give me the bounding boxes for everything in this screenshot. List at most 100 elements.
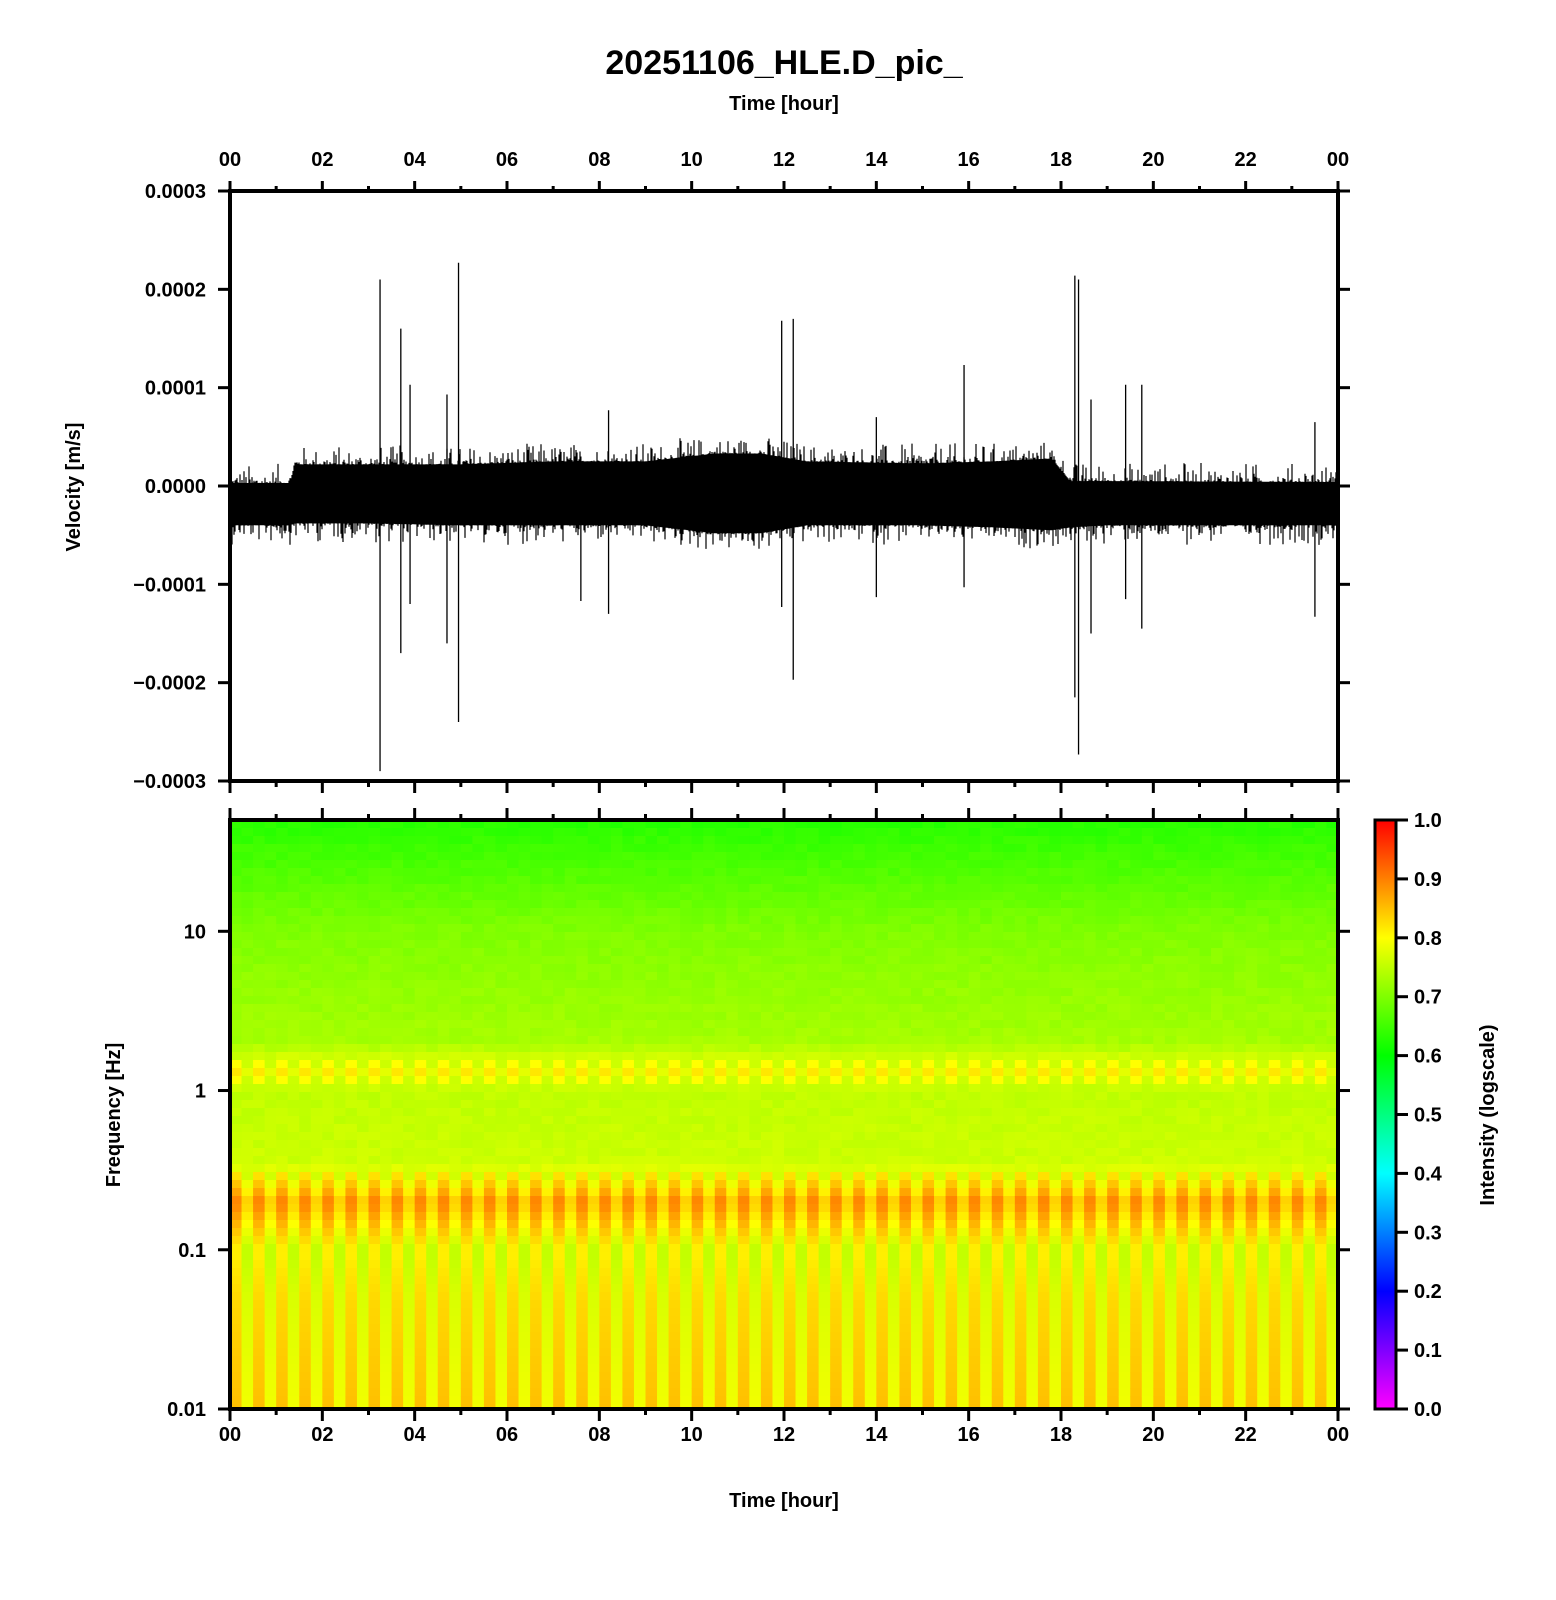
spectrogram-cell [807,1332,820,1341]
spectrogram-cell [553,1156,566,1165]
spectrogram-cell [899,1060,912,1069]
spectrogram-cell [968,900,981,909]
spectrogram-cell [864,1396,877,1405]
spectrogram-cell [253,1084,266,1093]
spectrogram-cell [945,1020,958,1029]
spectrogram-cell [910,884,924,893]
spectrogram-cell [403,916,416,925]
spectrogram-cell [483,1348,497,1357]
spectrogram-cell [460,1396,473,1405]
spectrogram-cell [645,1244,658,1253]
spectrogram-cell [518,1204,531,1213]
spectrogram-cell [703,1084,716,1093]
spectrogram-cell [333,1092,347,1101]
spectrogram-cell [795,868,808,877]
spectrogram-cell [645,1156,658,1165]
spectrogram-cell [368,1044,381,1053]
spectrogram-cell [703,1300,716,1309]
spectrogram-cell [276,1268,289,1277]
spectrogram-cell [749,964,762,973]
spectrogram-cell [333,1052,347,1061]
spectrogram-cell [587,1132,600,1141]
spectrogram-cell [518,924,531,933]
spectrogram-cell [541,1164,554,1173]
spectrogram-cell [703,868,716,877]
spectrogram-cell [957,1380,970,1389]
spectrogram-cell [807,1380,820,1389]
spectrogram-cell [414,828,427,837]
spectrogram-cell [287,916,300,925]
spectrogram-cell [714,1188,727,1197]
spectrogram-cell [830,1404,843,1409]
spectrogram-cell [530,1276,543,1285]
spectrogram-cell [426,1244,439,1253]
spectrogram-cell [345,1196,358,1205]
spectrogram-cell [934,948,947,957]
spectrogram-cell [264,964,277,973]
spectrogram-cell [230,908,243,917]
spectrogram-cell [633,820,647,829]
spectrogram-cell [980,1140,993,1149]
spectrogram-cell [322,988,335,997]
spectrogram-cell [899,948,912,957]
spectrogram-cell [957,1132,970,1141]
spectrogram-cell [253,1204,266,1213]
spectrogram-cell [657,1092,670,1101]
spectrogram-cell [864,1012,877,1021]
spectrogram-cell [760,1372,774,1381]
spectrogram-cell [853,1332,866,1341]
spectrogram-cell [587,844,600,853]
spectrogram-cell [657,900,670,909]
spectrogram-cell [310,1332,323,1341]
spectrogram-cell [910,1228,924,1237]
spectrogram-cell [599,1228,612,1237]
spectrogram-cell [887,1284,901,1293]
spectrogram-cell [437,844,450,853]
spectrogram-cell [853,884,866,893]
spectrogram-cell [945,972,958,981]
spectrogram-cell [483,956,497,965]
spectrogram-cell [737,1084,750,1093]
spectrogram-cell [356,1020,370,1029]
spectrogram-cell [322,852,335,861]
spectrogram-cell [818,1076,831,1085]
spectrogram-cell [726,1252,739,1261]
spectrogram-cell [380,1356,393,1365]
spectrogram-cell [633,836,647,845]
spectrogram-cell [934,1252,947,1261]
spectrogram-cell [760,1092,774,1101]
spectrogram-cell [772,1116,785,1125]
spectrogram-cell [841,820,854,829]
spectrogram-cell [553,1172,566,1181]
spectrogram-cell [668,1236,681,1245]
spectrogram-cell [899,1276,912,1285]
spectrogram-cell [287,1188,300,1197]
spectrogram-cell [576,900,589,909]
spectrogram-cell [576,948,589,957]
spectrogram-cell [576,940,589,949]
spectrogram-cell [749,1092,762,1101]
spectrogram-cell [333,996,347,1005]
spectrogram-cell [391,884,404,893]
spectrogram-cell [333,892,347,901]
spectrogram-cell [876,1012,889,1021]
spectrogram-cell [230,1004,243,1013]
spectrogram-cell [749,1244,762,1253]
spectrogram-cell [714,1012,727,1021]
spectrogram-cell [599,1260,612,1269]
spectrogram-cell [287,1252,300,1261]
spectrogram-cell [633,1268,647,1277]
spectrogram-cell [426,1220,439,1229]
spectrogram-cell [726,916,739,925]
spectrogram-cell [887,1084,901,1093]
spectrogram-cell [403,1308,416,1317]
spectrogram-cell [830,1252,843,1261]
spectrogram-cell [633,924,647,933]
spectrogram-cell [657,1260,670,1269]
spectrogram-cell [922,1156,935,1165]
spectrogram-cell [495,1364,508,1373]
spectrogram-cell [749,1196,762,1205]
spectrogram-cell [518,1044,531,1053]
spectrogram-cell [518,1012,531,1021]
spectrogram-cell [934,876,947,885]
